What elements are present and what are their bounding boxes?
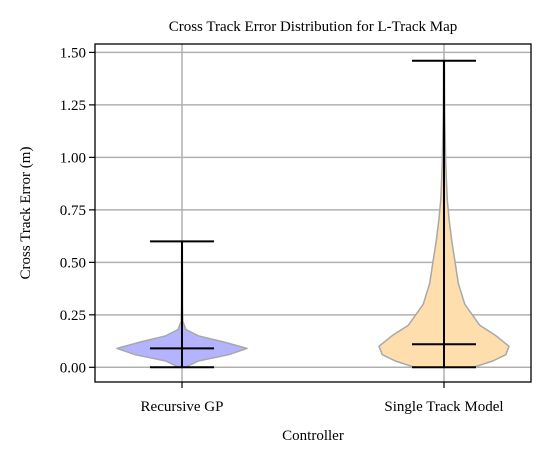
y-tick-label: 1.25 <box>60 98 86 114</box>
y-tick-label: 0.50 <box>60 255 86 271</box>
y-tick-label: 1.00 <box>60 150 86 166</box>
x-axis-label: Controller <box>282 428 344 444</box>
y-tick-label: 0.75 <box>60 203 86 219</box>
y-tick-label: 0.25 <box>60 308 86 324</box>
y-tick-label: 0.00 <box>60 360 86 376</box>
x-axis-ticks: Recursive GP Single Track Model <box>141 382 504 415</box>
violins <box>116 60 510 369</box>
x-tick-label: Single Track Model <box>384 399 503 415</box>
x-tick-label: Recursive GP <box>141 399 224 415</box>
plot-area-frame <box>94 43 532 383</box>
whiskers <box>150 59 476 369</box>
chart-title: Cross Track Error Distribution for L-Tra… <box>169 19 458 35</box>
y-tick-label: 1.50 <box>60 45 86 61</box>
y-axis-ticks: 0.00 0.25 0.50 0.75 1.00 1.25 1.50 <box>60 45 95 376</box>
y-axis-label: Cross Track Error (m) <box>18 147 34 280</box>
